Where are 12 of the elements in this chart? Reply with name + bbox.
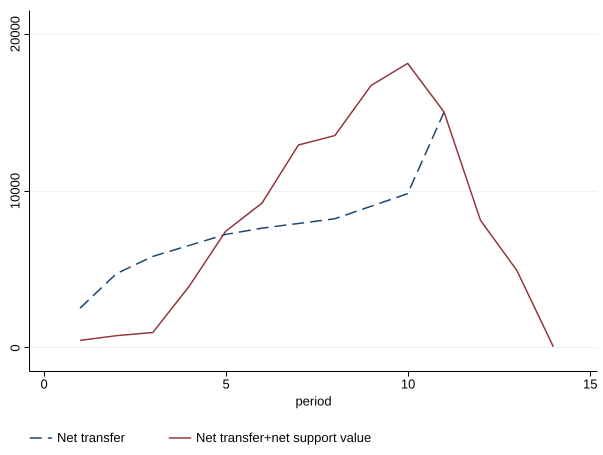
legend-label: Net transfer+net support value bbox=[196, 430, 372, 445]
x-tick-label: 10 bbox=[400, 376, 416, 392]
y-tick-label: 10000 bbox=[8, 172, 22, 210]
x-tick-label: 15 bbox=[582, 376, 598, 392]
x-tick-label: 0 bbox=[40, 376, 48, 392]
y-tick-label: 20000 bbox=[8, 16, 22, 52]
legend-label: Net transfer bbox=[57, 430, 126, 445]
line-series bbox=[79, 111, 445, 309]
line-series bbox=[79, 62, 554, 348]
y-tick-label: 0 bbox=[8, 344, 22, 352]
x-axis-title: period bbox=[295, 394, 332, 408]
x-tick-label: 5 bbox=[222, 376, 230, 392]
